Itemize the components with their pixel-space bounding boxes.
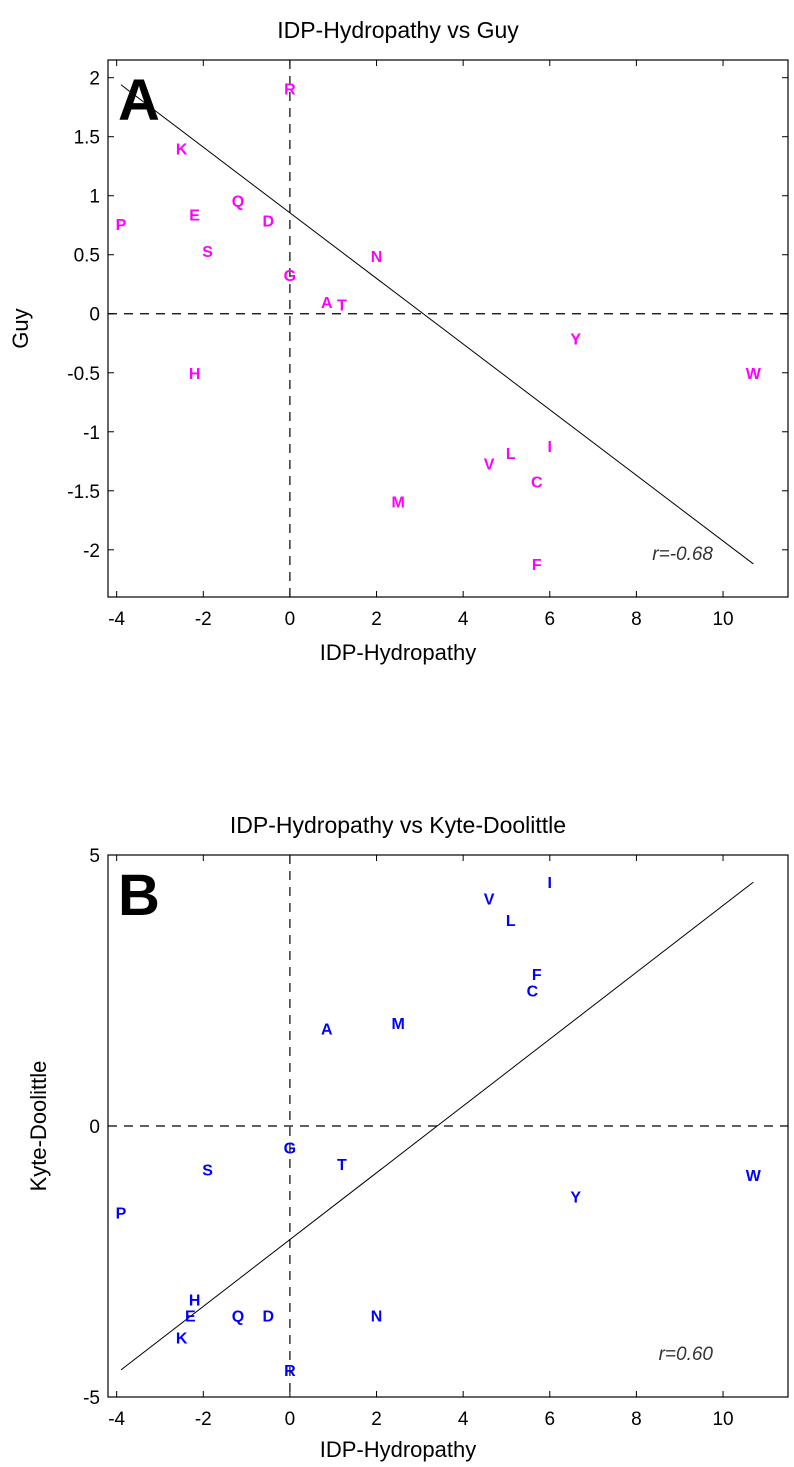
panel-a-correlation-label: r=-0.68 [652,544,713,565]
panel-a-x-tick-label: -4 [108,609,125,630]
panel-b-point-l: L [506,913,516,930]
panel-b-y-tick-label: -5 [83,1388,100,1409]
panel-a-y-tick-label: 2 [89,69,100,90]
panel-b-x-tick-label: 4 [458,1409,469,1430]
panel-a-y-tick-label: 1 [89,187,100,208]
panel-a-point-y: Y [570,332,581,349]
panel-a-x-tick-label: 0 [285,609,296,630]
panel-b-point-g: G [284,1141,296,1158]
panel-b-point-n: N [371,1309,383,1326]
panel-a-point-h: H [189,366,201,383]
panel-b-x-tick-label: 0 [285,1409,296,1430]
panel-b-point-f: F [532,967,542,984]
panel-a-point-r: R [284,81,296,98]
panel-a-y-tick-label: 0 [89,305,100,326]
panel-b-x-tick-label: 10 [712,1409,733,1430]
panel-b-point-p: P [116,1206,127,1223]
panel-a-x-tick-label: 10 [712,609,733,630]
panel-a-letter: A [118,68,160,133]
panel-a-regression-line [120,84,754,565]
panel-b-point-c: C [527,984,539,1001]
panel-a-point-g: G [284,268,296,285]
panel-a-point-l: L [506,446,516,463]
panel-b-x-tick-label: 6 [544,1409,555,1430]
panel-b-point-m: M [392,1016,405,1033]
panel-b-point-s: S [202,1162,213,1179]
panel-b-x-tick-label: -4 [108,1409,125,1430]
panel-b-point-k: K [176,1330,188,1347]
panel-a-x-tick-label: 6 [544,609,555,630]
panel-b: -4 -2 0 2 4 6 8 10 -5 0 5 I VL FC M A G T S W Y P HE Q D N K Rr=0.6… [26,812,789,1462]
panel-a-x-tick-label: 4 [458,609,469,630]
panel-a-x-axis-label: IDP-Hydropathy [320,640,477,665]
panel-a-y-tick-label: -2 [83,541,100,562]
panel-a-point-k: K [176,142,188,159]
panel-a-point-s: S [202,244,213,261]
panel-b-point-d: D [262,1309,274,1326]
panel-a-x-tick-label: 2 [371,609,382,630]
panel-a-plot-frame [107,59,789,598]
panel-b-x-tick-label: 2 [371,1409,382,1430]
panel-a-x-tick-label: 8 [631,609,642,630]
panel-b-point-v: V [484,891,495,908]
panel-a-y-tick-label: -1 [83,423,100,444]
panel-a-title: IDP-Hydropathy vs Guy [277,17,519,43]
panel-b-letter: B [118,863,160,928]
panel-b-x-tick-label: -2 [195,1409,212,1430]
panel-a-y-tick-label: -1.5 [67,482,100,503]
panel-b-y-tick-label: 5 [89,846,100,867]
panel-b-point-a: A [321,1021,333,1038]
panel-b-point-i: I [548,875,552,892]
panel-a-point-a: A [321,295,333,312]
panel-a-point-t: T [337,297,347,314]
panel-b-point-e: E [185,1309,196,1326]
panel-a-point-m: M [392,494,405,511]
panel-b-correlation-label: r=0.60 [659,1344,714,1365]
panel-b-regression-line [120,881,754,1371]
panel-a-point-w: W [746,366,762,383]
panel-a-y-tick-label: 0.5 [74,246,100,267]
panel-b-point-q: Q [232,1309,244,1326]
panel-b-point-w: W [746,1168,762,1185]
panel-b-x-tick-label: 8 [631,1409,642,1430]
panel-a-y-tick-label: 1.5 [74,128,100,149]
panel-a-y-tick-label: -0.5 [67,364,100,385]
panel-a-point-p: P [116,217,127,234]
panel-b-point-t: T [337,1157,347,1174]
panel-a-point-d: D [262,214,274,231]
panel-a-point-f: F [532,557,542,574]
panel-b-x-axis-label: IDP-Hydropathy [320,1437,477,1462]
panel-a-point-v: V [484,457,495,474]
panel-b-point-r: R [284,1363,296,1380]
panel-b-title: IDP-Hydropathy vs Kyte-Doolittle [230,812,566,838]
panel-a-point-c: C [531,474,543,491]
panel-b-y-tick-label: 0 [89,1117,100,1138]
panel-a-point-q: Q [232,193,244,210]
panel-a-point-e: E [189,208,200,225]
panel-b-point-y: Y [570,1189,581,1206]
panel-a-y-axis-label: Guy [8,308,33,348]
panel-a-point-n: N [371,249,383,266]
panel-a-x-tick-label: -2 [195,609,212,630]
panel-b-y-axis-label: Kyte-Doolittle [26,1061,51,1192]
panel-b-point-h: H [189,1292,201,1309]
panel-a-point-i: I [548,439,552,456]
panel-a: -4 -2 0 2 4 6 8 10 -2 -1.5 -1 -0.5 0 0.5 1 1.5 2 R K P E Q D S N… [8,17,789,665]
